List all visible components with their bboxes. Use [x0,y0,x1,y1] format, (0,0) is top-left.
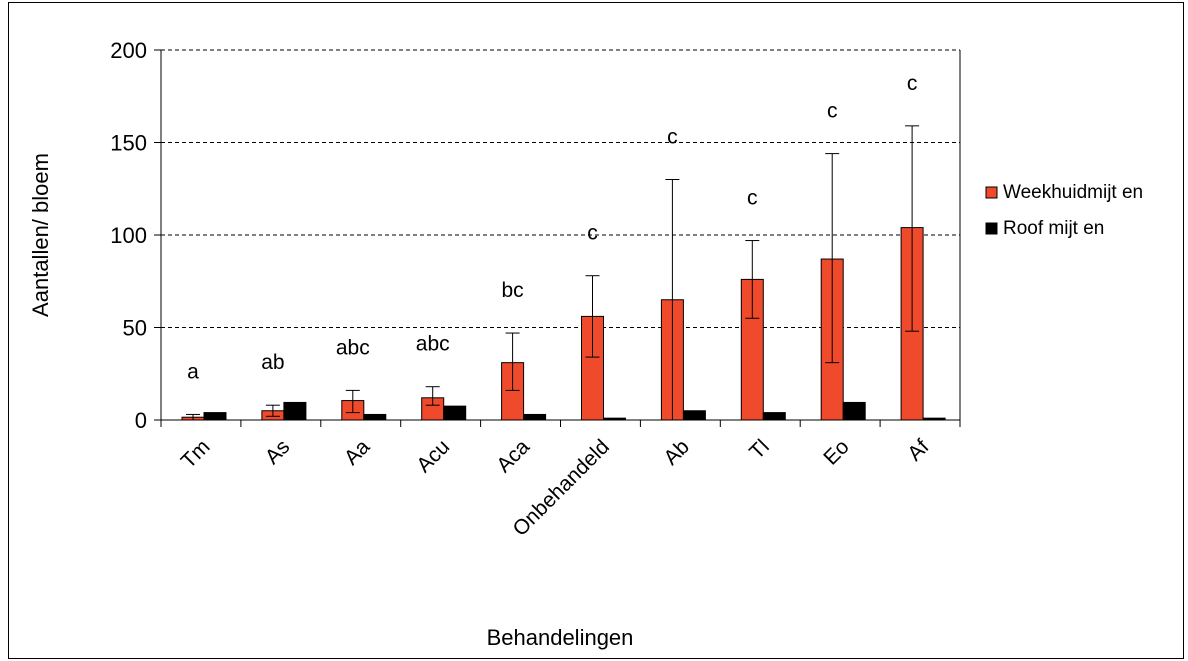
bar-roofmijten [682,410,706,421]
bar-roofmijten [203,412,227,421]
x-tick-label: Eo [819,435,853,469]
y-tick-label: 0 [135,408,147,433]
y-tick-label: 50 [123,316,147,341]
significance-label: a [187,360,199,383]
legend: Weekhuidmijt en Roof mijt en [985,182,1143,239]
error-bars [186,125,920,421]
x-tick-label: Af [903,435,933,465]
y-tick-label: 100 [110,223,147,248]
x-tick-label: Tl [745,435,774,464]
x-tick-label: Tm [177,435,215,473]
significance-label: c [587,222,598,245]
x-tick-label: Aa [340,435,375,470]
bar-roofmijten [842,401,866,421]
significance-label: bc [502,279,524,302]
bar-roofmijten [523,413,547,421]
legend-label-weekhuidmijten: Weekhuidmijt en [1003,182,1143,203]
legend-label-roofmijten: Roof mijt en [1003,218,1104,239]
legend-swatch-weekhuidmijten [985,186,998,199]
bars [181,227,946,421]
y-tick-label: 200 [110,38,147,63]
significance-label: abc [336,336,370,359]
bar-roofmijten [283,401,307,421]
legend-swatch-roofmijten [985,222,998,235]
bar-roofmijten [762,412,786,421]
significance-label: c [907,72,918,95]
x-tick-label: Acu [412,435,454,477]
significance-label: c [667,126,678,149]
significance-label: ab [261,351,284,374]
significance-label: c [747,187,758,210]
x-tick-label: Aca [492,435,534,477]
y-tick-label: 150 [110,131,147,156]
x-tick-label: As [261,435,295,469]
axes [154,49,961,427]
bar-roofmijten [443,405,467,421]
significance-label: c [827,100,838,123]
x-tick-label: Ab [659,435,693,469]
x-axis-title: Behandelingen [487,625,634,650]
y-axis-title: Aantallen/ bloem [28,153,53,317]
labels: 050100150200aTmabAsabcAaabcAcubcAcacOnbe… [110,38,933,541]
bar-roofmijten [363,413,387,421]
significance-label: abc [416,333,450,356]
